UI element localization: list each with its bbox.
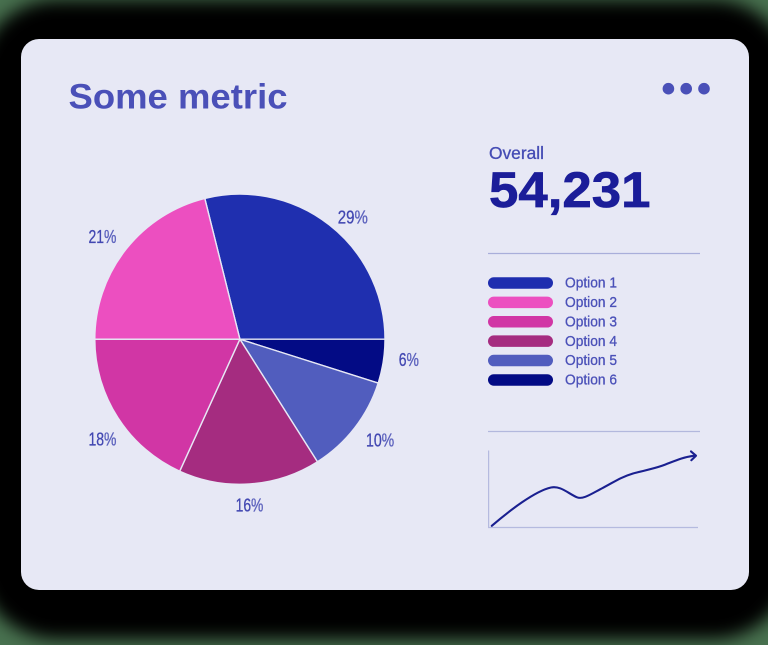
svg-text:21%: 21% — [89, 227, 117, 247]
svg-text:Some metric: Some metric — [69, 78, 288, 117]
svg-text:Option 2: Option 2 — [565, 294, 617, 311]
svg-text:10%: 10% — [366, 431, 394, 451]
svg-text:6%: 6% — [399, 350, 419, 370]
svg-text:Option 4: Option 4 — [565, 333, 617, 350]
svg-text:16%: 16% — [236, 496, 264, 516]
svg-text:Option 3: Option 3 — [565, 313, 617, 330]
svg-text:Option 1: Option 1 — [565, 275, 617, 292]
svg-text:Option 6: Option 6 — [565, 372, 617, 389]
svg-text:29%: 29% — [338, 208, 368, 228]
svg-text:18%: 18% — [89, 429, 117, 449]
svg-text:Overall: Overall — [489, 143, 544, 163]
svg-text:54,231: 54,231 — [489, 162, 651, 218]
svg-text:Option 5: Option 5 — [565, 352, 617, 369]
